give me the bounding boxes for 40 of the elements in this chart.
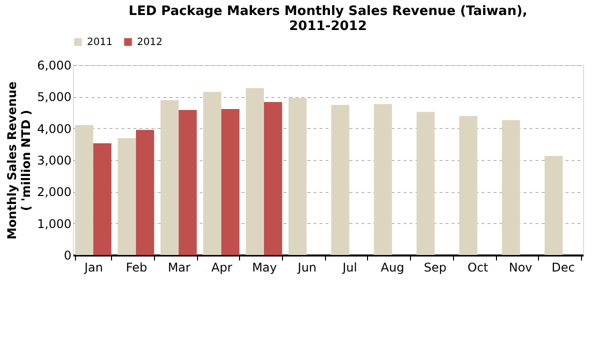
x-tick-label: Jul	[342, 260, 358, 274]
bar	[416, 112, 435, 255]
x-tick-label: Dec	[552, 260, 575, 274]
bar	[459, 116, 478, 255]
y-tick-label: 2,000	[37, 185, 72, 200]
y-tick-label: 5,000	[37, 90, 72, 104]
y-tick-label: 1,000	[37, 216, 72, 231]
bar	[331, 104, 350, 255]
x-tick-label: May	[252, 260, 277, 274]
chart-title: LED Package Makers Monthly Sales Revenue (Taiwan), 2011-2012	[128, 4, 528, 34]
y-axis-title: Monthly Sales Revenue ( 'million NTD )	[5, 82, 34, 240]
bar	[544, 156, 563, 255]
bar	[203, 92, 222, 255]
bar	[136, 130, 154, 255]
bar	[221, 109, 240, 255]
y-tick-label: 6,000	[37, 58, 72, 72]
bar	[288, 98, 307, 255]
y-tick-label: 3,000	[37, 154, 72, 168]
x-tick-label: Feb	[126, 260, 148, 274]
legend-label: 2011	[87, 37, 112, 48]
legend-label: 2012	[137, 37, 162, 48]
x-tick-label: Apr	[211, 260, 232, 274]
bar	[118, 138, 136, 255]
x-tick-label: Aug	[380, 260, 404, 274]
x-tick-label: Sep	[424, 260, 447, 274]
x-tick-label: Nov	[508, 260, 532, 274]
x-tick-label: Mar	[168, 260, 191, 274]
y-tick-label: 0	[64, 248, 72, 262]
bar	[160, 100, 179, 255]
bar	[93, 143, 112, 255]
bar	[75, 125, 94, 255]
bar	[178, 110, 197, 255]
bar	[374, 104, 392, 255]
bar	[246, 88, 264, 255]
bar	[264, 102, 282, 255]
bar	[502, 120, 520, 255]
x-tick-label: Jun	[296, 260, 317, 274]
x-tick-label: Oct	[467, 260, 489, 274]
y-tick-label: 4,000	[37, 122, 72, 136]
x-tick-label: Jan	[84, 260, 104, 274]
